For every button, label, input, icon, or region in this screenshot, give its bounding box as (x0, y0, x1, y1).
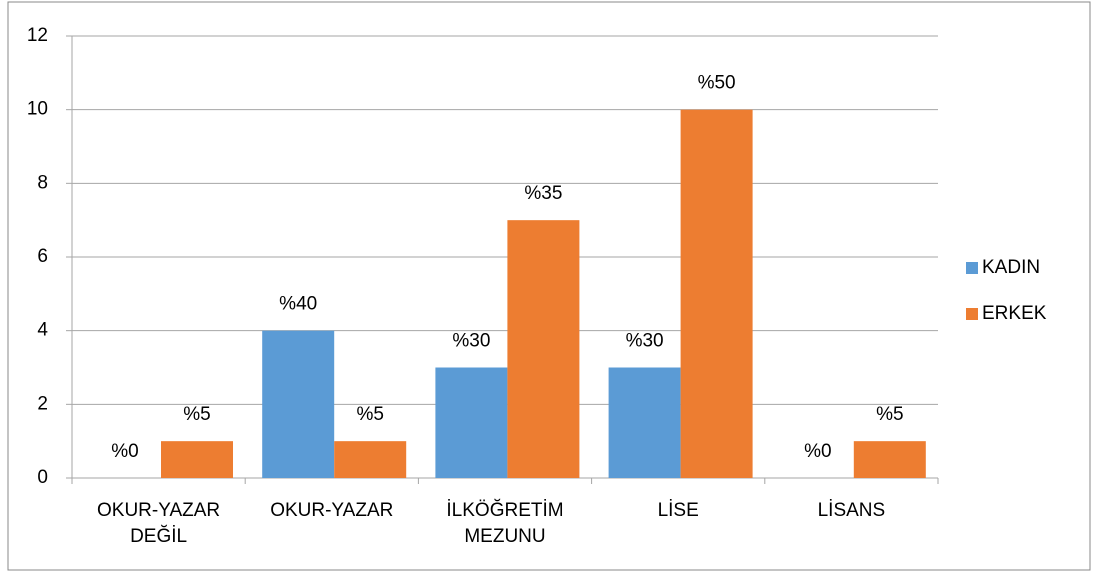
data-label: %5 (876, 404, 903, 425)
data-label: %30 (626, 331, 664, 352)
data-label: %0 (804, 441, 831, 462)
bar (262, 330, 335, 478)
data-label: %5 (183, 404, 210, 425)
x-tick-label: LİSE (657, 500, 699, 521)
bar (507, 220, 580, 478)
bar (608, 367, 681, 478)
x-tick-label: İLKÖĞRETİM MEZUNU (446, 500, 564, 547)
bar (435, 367, 508, 478)
y-tick-label: 2 (37, 393, 48, 414)
bar (680, 109, 753, 479)
legend-swatch (966, 262, 978, 274)
y-tick-label: 4 (37, 320, 48, 341)
data-label: %50 (698, 73, 736, 94)
legend-label: KADIN (982, 257, 1040, 278)
x-tick-label: LİSANS (817, 500, 886, 521)
data-label: %35 (524, 183, 562, 204)
y-tick-label: 0 (37, 467, 48, 488)
bar (853, 441, 926, 478)
y-tick-label: 6 (37, 246, 48, 267)
data-label: %5 (356, 404, 383, 425)
y-tick-label: 10 (27, 99, 48, 120)
data-label: %0 (111, 441, 138, 462)
y-tick-label: 8 (37, 172, 48, 193)
chart-frame (7, 1, 1091, 571)
bar (161, 441, 233, 478)
x-tick-label: OKUR-YAZAR (270, 500, 394, 521)
bar (334, 441, 407, 478)
legend-swatch (966, 308, 978, 320)
legend-label: ERKEK (982, 303, 1047, 324)
data-label: %30 (452, 331, 490, 352)
data-label: %40 (279, 294, 317, 315)
x-tick-label: OKUR-YAZAR DEĞİL (97, 500, 221, 547)
y-tick-label: 12 (27, 25, 48, 46)
